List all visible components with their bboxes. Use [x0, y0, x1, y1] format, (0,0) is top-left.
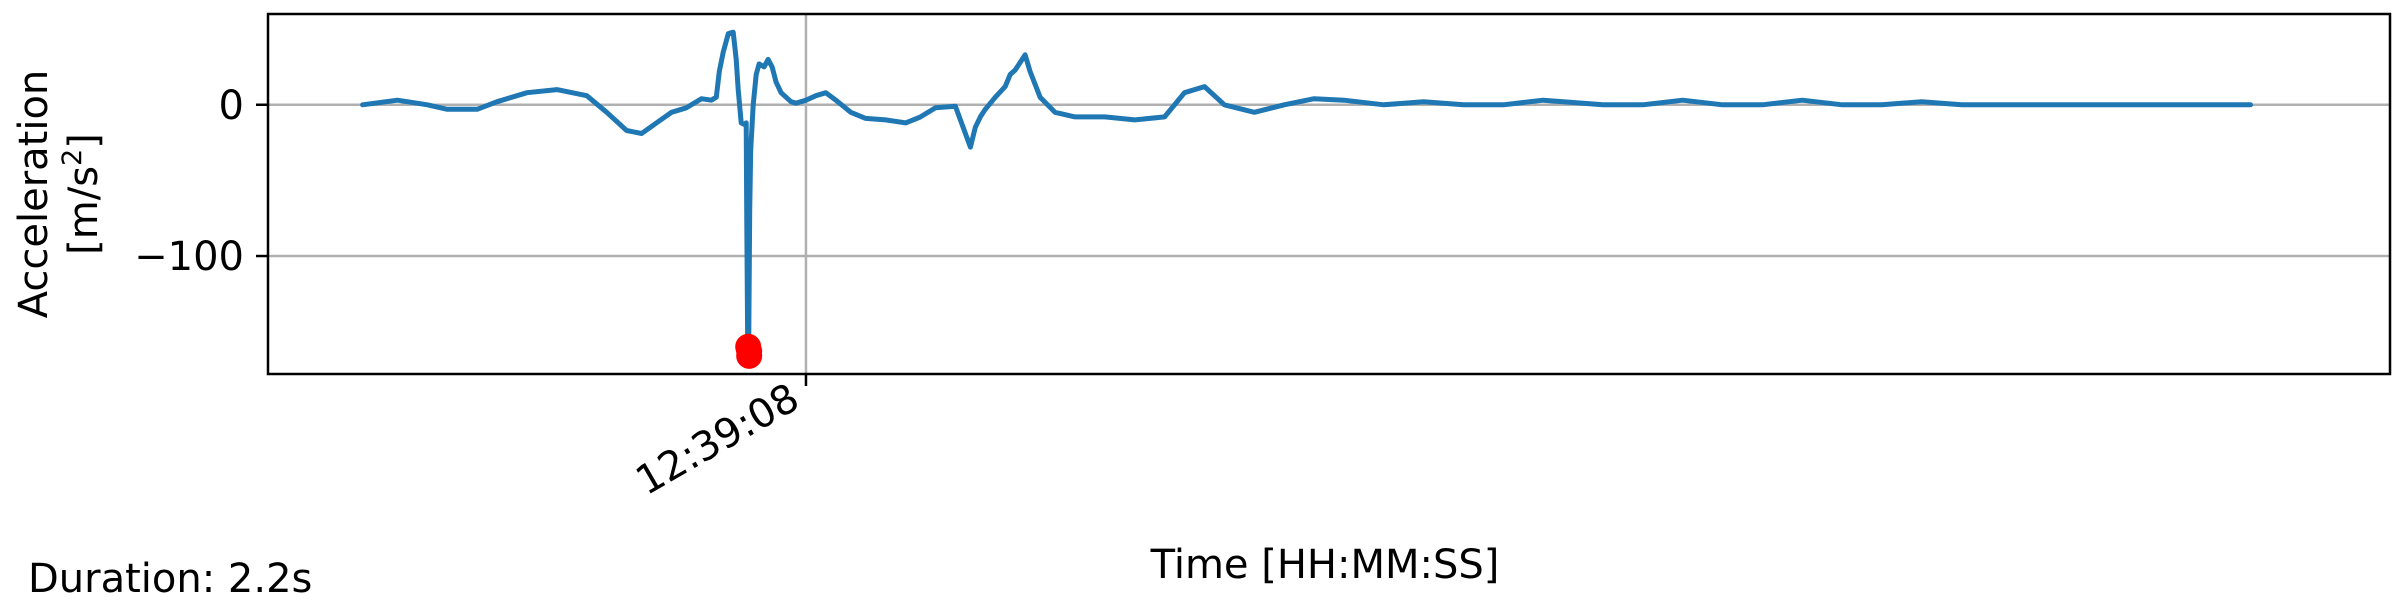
series-layer [360, 29, 2253, 350]
marker-layer [735, 333, 763, 369]
gridlines [268, 14, 2390, 374]
x-tick-label: 12:39:08 [628, 375, 807, 505]
y-axis-label-line2: [m/s2] [57, 133, 107, 255]
duration-label: Duration: 2.2s [28, 556, 313, 602]
y-tick-label: 0 [219, 83, 244, 129]
series-line-0 [360, 29, 2253, 350]
axes-frame [266, 12, 2392, 376]
ticks: 0 −100 12:39:08 [134, 83, 808, 505]
y-tick-label: −100 [134, 234, 244, 280]
y-axis-label: Acceleration [m/s2] [11, 70, 107, 319]
x-axis-label: Time [HH:MM:SS] [1150, 542, 1500, 588]
event-marker [736, 342, 763, 369]
y-axis-label-line1: Acceleration [11, 70, 57, 319]
